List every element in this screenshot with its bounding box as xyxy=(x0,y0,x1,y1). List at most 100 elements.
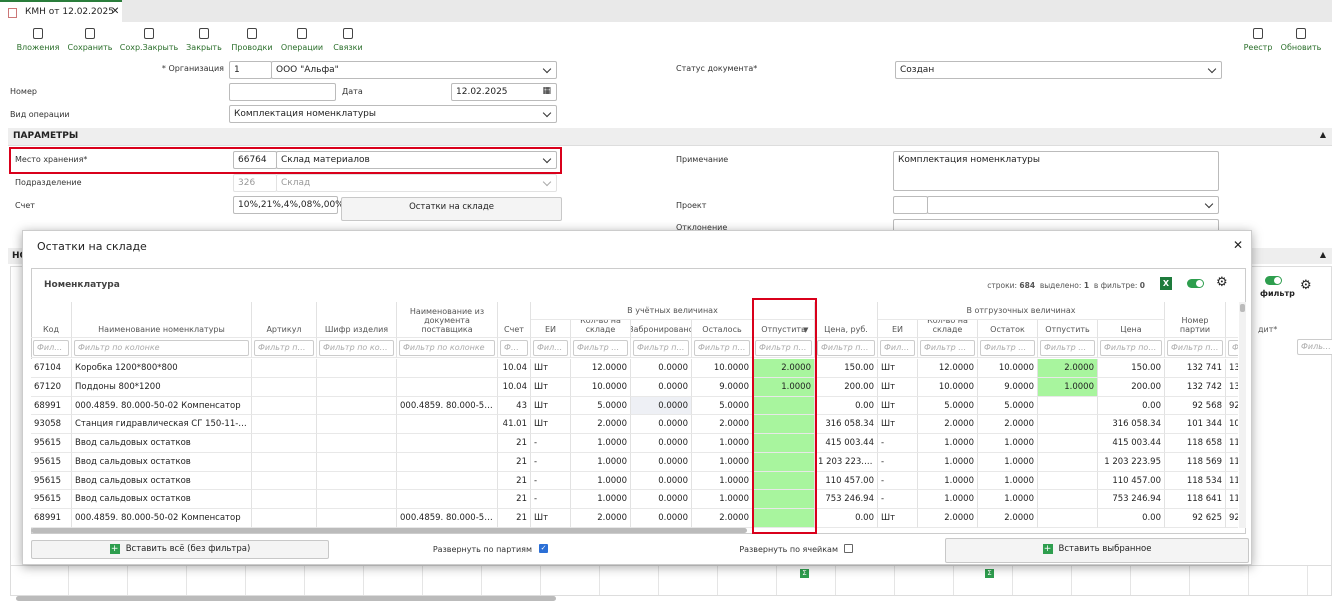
table-cell: Шт xyxy=(878,415,918,434)
column-filter[interactable]: Фильтр по колонке xyxy=(533,340,568,356)
table-cell: 1.0000 xyxy=(978,434,1038,453)
table-cell: 2.0000 xyxy=(978,415,1038,434)
table-cell: 13 xyxy=(1226,377,1238,397)
column-header: ЕИ xyxy=(531,320,571,338)
expand-batches-checkbox[interactable]: ✓ xyxy=(539,544,548,553)
column-filter[interactable]: Фильтр по колонке xyxy=(319,340,394,356)
column-header: Цена xyxy=(1098,320,1165,338)
stock-button[interactable]: Остатки на складе xyxy=(341,197,562,221)
table-cell: 0.00 xyxy=(1098,509,1165,528)
toggle[interactable] xyxy=(1265,276,1282,285)
insert-all-button[interactable]: + Вставить всё (без фильтра) xyxy=(31,540,329,559)
toolbar-icon[interactable] xyxy=(1253,28,1263,39)
column-filter[interactable]: Фильтр по колонке xyxy=(817,340,875,356)
table-cell xyxy=(317,396,397,416)
column-filter[interactable]: Фильтр по колонке xyxy=(254,340,314,356)
column-filter[interactable]: Фильтр по колонке xyxy=(755,340,812,356)
table-cell xyxy=(397,490,498,509)
group-header: В отгрузочных величинах xyxy=(878,302,1165,320)
v-scrollbar[interactable] xyxy=(1239,302,1246,528)
toolbar-icon[interactable] xyxy=(144,28,154,39)
division-name-text: Склад xyxy=(281,178,311,188)
toolbar-button[interactable]: Закрыть xyxy=(186,43,222,52)
table-cell: 2.0000 xyxy=(753,359,815,378)
table-cell: 110 457.00 xyxy=(1098,471,1165,491)
toolbar-button[interactable]: Проводки xyxy=(231,43,273,52)
toolbar-icon[interactable] xyxy=(247,28,257,39)
column-filter[interactable]: Фильтр по колонке xyxy=(500,340,528,356)
toolbar-button[interactable]: Вложения xyxy=(16,43,60,52)
table-cell: 92 568 xyxy=(1165,396,1226,416)
column-filter[interactable]: Фильтр по колонке xyxy=(980,340,1035,356)
filter-cell xyxy=(978,338,1038,358)
column-filter[interactable]: Фильтр по колонке xyxy=(573,340,628,356)
number-label: Номер xyxy=(10,87,37,96)
table-cell: 1.0000 xyxy=(692,434,753,453)
scrollbar[interactable] xyxy=(16,596,556,601)
table-cell xyxy=(753,415,815,434)
status-select[interactable]: Создан xyxy=(895,61,1222,79)
toolbar-button[interactable]: Сохр.Закрыть xyxy=(119,43,179,52)
params-header[interactable]: ПАРАМЕТРЫ ▲ xyxy=(8,128,1332,146)
storage-code[interactable]: 66764 xyxy=(233,151,277,169)
table-cell xyxy=(1038,509,1098,528)
date-value: 12.02.2025 xyxy=(456,87,508,97)
column-header: Забронировано xyxy=(631,320,692,338)
toolbar-button[interactable]: Сохранить xyxy=(67,43,113,52)
column-filter[interactable]: Фильтр по колонке xyxy=(399,340,495,356)
column-filter[interactable]: Фильтр по колонке xyxy=(633,340,689,356)
project-select[interactable] xyxy=(927,196,1219,214)
toolbar-icon[interactable] xyxy=(33,28,43,39)
excel-icon[interactable]: X xyxy=(1160,277,1172,290)
project-code[interactable] xyxy=(893,196,928,214)
number-input[interactable] xyxy=(229,83,336,101)
toolbar-button[interactable]: Реестр xyxy=(1243,43,1273,52)
expand-cells-checkbox[interactable] xyxy=(844,544,853,553)
table-cell: 1.0000 xyxy=(978,490,1038,509)
note-input[interactable]: Комплектация номенклатуры xyxy=(893,151,1219,191)
toolbar-icon[interactable] xyxy=(343,28,353,39)
column-filter[interactable]: Фильтр по колонке xyxy=(1228,340,1238,356)
settings-icon[interactable]: ⚙ xyxy=(1216,275,1228,290)
insert-all-text: Вставить всё (без фильтра) xyxy=(125,544,251,554)
toolbar-button[interactable]: Операции xyxy=(280,43,324,52)
table-cell: 1.0000 xyxy=(692,471,753,491)
h-scrollbar[interactable] xyxy=(31,528,747,533)
column-filter[interactable]: Фильтр по колонке xyxy=(1167,340,1223,356)
column-filter[interactable]: Фильтр по ко xyxy=(1297,339,1332,355)
tab[interactable]: КМН от 12.02.2025 ✕ xyxy=(0,0,122,22)
table-cell: 2.0000 xyxy=(978,509,1038,528)
sum-icon[interactable]: Σ xyxy=(800,569,809,578)
column-filter[interactable]: Фильтр по колонке xyxy=(694,340,750,356)
tab-close[interactable]: ✕ xyxy=(111,6,120,17)
org-code[interactable]: 1 xyxy=(229,61,272,79)
storage-name[interactable]: Склад материалов xyxy=(276,151,557,169)
operation-select[interactable]: Комплектация номенклатуры xyxy=(229,105,557,123)
insert-selected-button[interactable]: + Вставить выбранное xyxy=(945,538,1249,563)
date-input[interactable]: 12.02.2025 ▦ xyxy=(451,83,557,101)
column-filter[interactable]: Фильтр по колонке xyxy=(1100,340,1162,356)
column-filter[interactable]: Фильтр по колонке xyxy=(1040,340,1095,356)
toolbar-icon[interactable] xyxy=(199,28,209,39)
toolbar-icon[interactable] xyxy=(1296,28,1306,39)
account-input[interactable]: 10%,21%,4%,08%,00% xyxy=(233,196,344,214)
toolbar-icon[interactable] xyxy=(85,28,95,39)
column-filter[interactable]: Фильтр по колонке xyxy=(33,340,69,356)
org-name[interactable]: ООО "Альфа" xyxy=(271,61,557,79)
expand-batches-label: Развернуть по партиям xyxy=(432,545,532,554)
column-filter[interactable]: Фильтр по колонке xyxy=(74,340,249,356)
deviation-label: Отклонение xyxy=(676,223,728,232)
table-cell xyxy=(252,415,317,434)
toolbar-button[interactable]: Обновить xyxy=(1280,43,1322,52)
settings-icon[interactable]: ⚙ xyxy=(1300,278,1312,293)
table-cell xyxy=(753,471,815,491)
filter-cell xyxy=(1165,338,1226,358)
toggle[interactable] xyxy=(1187,279,1204,288)
column-filter[interactable]: Фильтр по колонке xyxy=(920,340,975,356)
column-filter[interactable]: Фильтр по колонке xyxy=(880,340,915,356)
toolbar-icon[interactable] xyxy=(297,28,307,39)
modal-close[interactable]: ✕ xyxy=(1232,238,1243,252)
table-cell: 1.0000 xyxy=(571,452,631,472)
toolbar-button[interactable]: Связки xyxy=(333,43,363,52)
sum-icon[interactable]: Σ xyxy=(985,569,994,578)
